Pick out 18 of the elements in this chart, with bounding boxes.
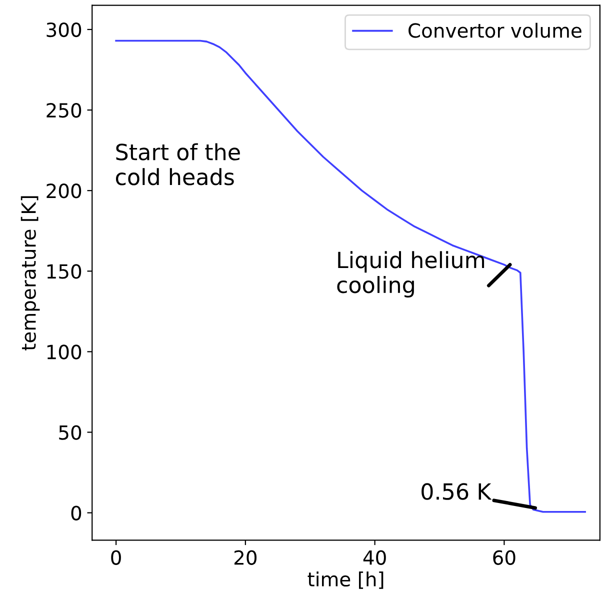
y-tick-label: 150 — [47, 264, 82, 279]
y-tick-label: 0 — [71, 506, 82, 520]
x-tick-label: 60 — [493, 550, 516, 565]
annotation: 0.56 K — [422, 483, 492, 500]
x-tick-label: 40 — [363, 550, 386, 565]
y-tick-label: 300 — [46, 22, 82, 38]
y-tick-label: 200 — [46, 184, 82, 198]
x-axis-title: time [h] — [308, 571, 384, 589]
y-tick-label: 250 — [46, 102, 82, 118]
annotation: Start of the cold heads — [116, 143, 240, 186]
y-tick-label: 50 — [59, 425, 82, 440]
legend-label: Convertor volume — [408, 22, 582, 38]
annotation: Liquid helium cooling — [337, 251, 484, 298]
line-series — [115, 40, 586, 513]
x-tick-label: 20 — [234, 550, 257, 565]
y-tick-label: 100 — [47, 344, 82, 360]
x-tick-label: 0 — [111, 550, 121, 565]
y-axis-title: temperature [K] — [20, 196, 40, 350]
